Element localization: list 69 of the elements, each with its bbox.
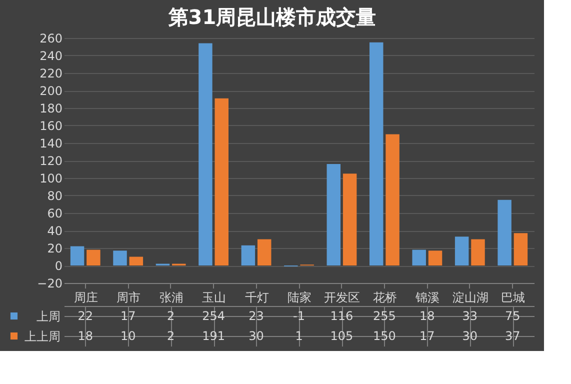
bar <box>257 239 272 266</box>
data-label: 23 <box>248 309 264 323</box>
data-label: 105 <box>330 329 354 343</box>
bar <box>471 239 485 266</box>
x-tick-label: 陆家 <box>288 290 312 304</box>
bar <box>70 246 84 266</box>
x-tick-label: 张浦 <box>159 290 184 304</box>
legend-label: 上上周 <box>24 330 60 344</box>
bar <box>412 250 426 266</box>
y-tick-label: 0 <box>54 259 62 273</box>
data-label: 17 <box>120 309 136 323</box>
y-tick-label: 60 <box>47 206 62 220</box>
data-label: 18 <box>420 309 435 323</box>
bar <box>370 42 384 266</box>
bar <box>386 134 400 266</box>
y-tick-label: 220 <box>40 66 62 80</box>
bar <box>214 98 228 266</box>
bar <box>498 200 512 266</box>
bar <box>342 174 357 266</box>
y-tick-label: 120 <box>40 154 62 168</box>
bar <box>326 164 341 266</box>
data-label: 191 <box>202 329 225 343</box>
data-label: 17 <box>420 329 435 343</box>
y-tick-label: 80 <box>47 189 62 203</box>
data-label: 22 <box>78 309 94 323</box>
bar <box>113 250 127 266</box>
bar <box>129 256 144 266</box>
bar <box>86 250 100 266</box>
bar <box>198 43 212 266</box>
y-tick-label: −20 <box>37 276 62 290</box>
y-tick-label: 20 <box>47 242 62 256</box>
y-tick-label: 40 <box>47 224 62 238</box>
data-label: 75 <box>504 309 520 323</box>
x-tick-label: 玉山 <box>202 290 226 304</box>
data-label: 30 <box>462 329 478 343</box>
data-label: 37 <box>504 329 520 343</box>
y-tick-label: 200 <box>40 84 62 98</box>
legend-label: 上周 <box>36 310 60 324</box>
data-label: 255 <box>373 309 396 323</box>
y-tick-label: 260 <box>40 32 62 46</box>
x-tick-label: 淀山湖 <box>452 290 488 304</box>
chart-title: 第31周昆山楼市成交量 <box>167 5 376 29</box>
x-tick-label: 花桥 <box>372 290 397 304</box>
data-label: 2 <box>167 309 175 323</box>
x-tick-label: 开发区 <box>324 290 360 304</box>
y-tick-label: 100 <box>40 172 62 186</box>
x-tick-label: 周市 <box>116 290 141 304</box>
data-label: -1 <box>293 309 305 323</box>
bar <box>241 245 256 266</box>
bar <box>428 250 442 266</box>
data-label: 30 <box>248 329 264 343</box>
x-tick-label: 锦溪 <box>414 290 440 304</box>
data-label: 116 <box>330 309 354 323</box>
data-label: 2 <box>167 329 175 343</box>
x-tick-label: 周庄 <box>74 290 98 304</box>
data-label: 1 <box>295 329 303 343</box>
data-label: 150 <box>373 329 396 343</box>
y-tick-label: 240 <box>40 49 62 63</box>
y-tick-label: 160 <box>40 119 62 133</box>
y-tick-label: 140 <box>40 136 62 150</box>
x-tick-label: 巴城 <box>501 290 526 304</box>
data-label: 10 <box>120 329 136 343</box>
data-label: 33 <box>462 309 478 323</box>
bar <box>514 233 528 266</box>
x-tick-label: 千灯 <box>244 290 269 304</box>
bar <box>454 236 469 266</box>
data-label: 18 <box>78 329 94 343</box>
y-tick-label: 180 <box>40 102 62 116</box>
data-label: 254 <box>202 309 225 323</box>
